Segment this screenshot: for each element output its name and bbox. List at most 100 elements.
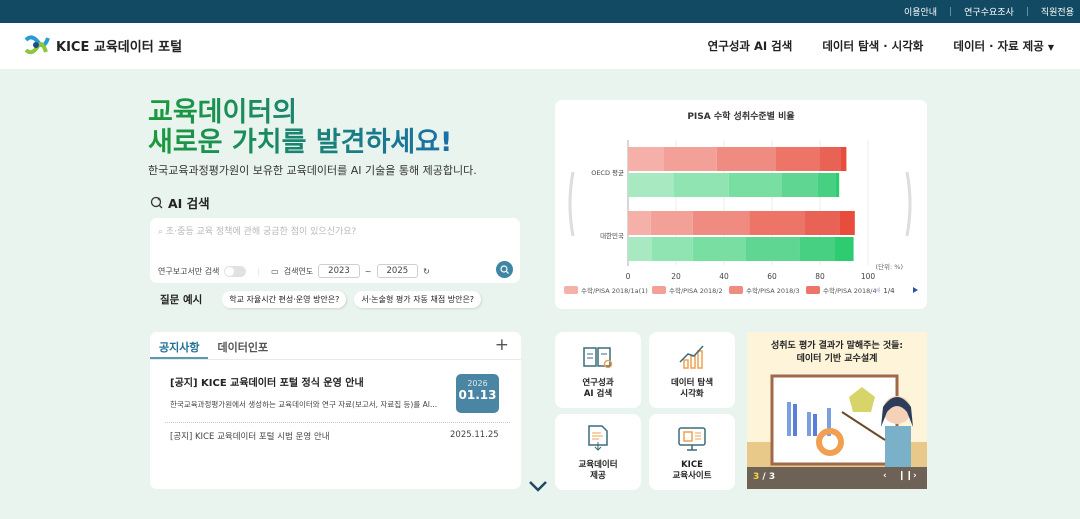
notice-item-title[interactable]: [공지] KICE 교육데이터 포털 시범 운영 안내: [170, 432, 330, 442]
featured-notice-desc: 한국교육과정평가원에서 생성하는 교육데이터와 연구 자료(보고서, 자료집 등…: [170, 400, 438, 409]
ai-search-icon: [150, 196, 163, 209]
hero-line2: 새로운 가치를 발견하세요!: [148, 127, 453, 158]
legend-label: 수학/PISA 2018/4: [823, 286, 877, 295]
link-research-demand[interactable]: 연구수요조사: [964, 8, 1014, 18]
book-search-icon: [583, 347, 613, 369]
bar-segment: [840, 147, 847, 171]
chart-next-icon[interactable]: [905, 171, 912, 237]
legend-label: 수학/PISA 2018/3: [746, 286, 800, 295]
bar-segment: [781, 173, 818, 197]
slide-current: 3: [753, 472, 760, 482]
scroll-down-chevron-icon[interactable]: [528, 480, 548, 492]
bar-segment: [652, 237, 693, 261]
search-icon: [500, 265, 509, 274]
logo-text: KICE 교육데이터 포털: [56, 39, 183, 55]
reset-icon[interactable]: ↻: [423, 266, 430, 276]
legend-swatch: [806, 286, 820, 294]
notice-panel: 공지사항 데이터인포 + [공지] KICE 교육데이터 포털 정식 운영 안내 …: [150, 332, 521, 489]
notice-item-date: 2025.11.25: [450, 430, 499, 440]
chart-growth-icon: [679, 345, 704, 369]
tab-data-info[interactable]: 데이터인포: [217, 341, 269, 354]
divider: [165, 422, 510, 423]
search-input[interactable]: ⌕ 초·중등 교육 정책에 관해 궁금한 점이 있으신가요?: [158, 224, 356, 237]
tile-data-explore[interactable]: 데이터 탐색 시각화: [649, 332, 735, 408]
tile-data-provide[interactable]: 교육데이터 제공: [555, 414, 641, 490]
legend-label: 수학/PISA 2018/1a(1): [581, 286, 648, 295]
bar-segment: [692, 237, 746, 261]
banner-line1: 성취도 평가 결과가 말해주는 것들:: [770, 341, 904, 351]
monitor-icon: [678, 427, 706, 451]
bar-segment: [692, 211, 750, 235]
tile-kice-site[interactable]: KICE 교육사이트: [649, 414, 735, 490]
prev-slide-icon[interactable]: ‹: [883, 471, 887, 481]
bar-segment: [799, 237, 835, 261]
bar-segment: [817, 173, 836, 197]
link-guide[interactable]: 이용안내: [903, 8, 938, 18]
banner-carousel[interactable]: 성취도 평가 결과가 말해주는 것들: 데이터 기반 교수설계 3 / 3 ‹ ❙…: [747, 332, 927, 489]
utility-bar: 이용안내 | 연구수요조사 | 직원전용: [0, 0, 1080, 23]
logo[interactable]: KICE 교육데이터 포털: [22, 32, 182, 58]
x-tick-label: 100: [861, 272, 876, 281]
date-year: 2026: [467, 379, 488, 388]
year-to-input[interactable]: 2025: [376, 264, 419, 278]
bar-segment: [650, 211, 693, 235]
tile-label: 시각화: [680, 389, 704, 399]
featured-notice-date: 2026 01.13: [456, 374, 499, 413]
caret-down-icon: ▼: [1047, 43, 1054, 52]
banner-title: 성취도 평가 결과가 말해주는 것들: 데이터 기반 교수설계: [747, 340, 927, 366]
link-staff[interactable]: 직원전용: [1040, 8, 1074, 18]
chart-card: PISA 수학 성취수준별 비율 0 20 40 60 80 100 OECD 평균 대한민국 (…: [555, 100, 927, 309]
report-only-label: 연구보고서만 검색: [158, 266, 220, 276]
bar-segment: [839, 211, 855, 235]
legend-page: 1/4: [883, 287, 895, 295]
chart-prev-icon[interactable]: [568, 171, 575, 237]
legend-prev-icon[interactable]: [875, 287, 880, 293]
legend-swatch: [564, 286, 578, 294]
slide-counter: 3 / 3: [753, 472, 775, 482]
example-chip[interactable]: 학교 자율시간 편성·운영 방안은?: [222, 291, 347, 308]
x-tick-label: 0: [626, 272, 631, 281]
x-tick-label: 60: [767, 272, 777, 281]
nav-data-provide[interactable]: 데이터 · 자료 제공 ▼: [953, 38, 1054, 54]
nav-ai-search[interactable]: 연구성과 AI 검색: [707, 39, 793, 53]
search-options: 연구보고서만 검색 | ▭ 검색연도 2023 ~ 2025 ↻: [158, 264, 430, 278]
bar-segment: [745, 237, 800, 261]
search-icon: ⌕: [158, 227, 164, 237]
bar-segment: [820, 147, 841, 171]
banner-controls: 3 / 3 ‹ ❙❙ ›: [747, 467, 927, 489]
category-label: OECD 평균: [591, 168, 624, 177]
main-nav: 연구성과 AI 검색 데이터 탐색 · 시각화 데이터 · 자료 제공 ▼: [708, 38, 1054, 54]
divider: |: [1025, 6, 1029, 17]
more-plus-icon[interactable]: +: [494, 335, 509, 355]
tile-label: 데이터 탐색: [670, 378, 714, 388]
featured-notice-title[interactable]: [공지] KICE 교육데이터 포털 정식 운영 안내: [170, 378, 364, 389]
pause-icon[interactable]: ❙❙: [898, 471, 914, 481]
nav-data-explore[interactable]: 데이터 탐색 · 시각화: [822, 39, 924, 53]
example-chip[interactable]: 서·논술형 평가 자동 채점 방안은?: [354, 291, 482, 308]
next-slide-icon[interactable]: ›: [913, 471, 917, 481]
legend-next-icon[interactable]: [913, 287, 918, 293]
legend-swatch: [729, 286, 743, 294]
bar-segment: [835, 173, 840, 197]
slide-total: / 3: [762, 472, 776, 482]
search-submit-button[interactable]: [496, 261, 513, 278]
tile-label: 제공: [590, 471, 606, 481]
question-examples: 질문 예시 학교 자율시간 편성·운영 방안은? 서·논술형 평가 자동 채점 방…: [160, 291, 482, 308]
bar-segment: [628, 173, 674, 197]
hero-line1: 교육데이터의: [148, 97, 298, 128]
divider: |: [257, 266, 261, 276]
tile-label: 교육데이터: [578, 460, 618, 470]
nav-label: 데이터 · 자료 제공: [953, 39, 1044, 53]
tile-ai-search[interactable]: 연구성과 AI 검색: [555, 332, 641, 408]
year-from-input[interactable]: 2023: [318, 264, 360, 278]
examples-label: 질문 예시: [160, 294, 203, 306]
data-download-icon: [588, 425, 608, 451]
report-only-toggle[interactable]: [224, 265, 247, 277]
category-label: 대한민국: [600, 231, 624, 240]
legend-swatch: [652, 286, 666, 294]
ai-search-box: ⌕ 초·중등 교육 정책에 관해 궁금한 점이 있으신가요? 연구보고서만 검색…: [150, 218, 520, 283]
ai-search-title: AI 검색: [168, 196, 210, 211]
tab-notices[interactable]: 공지사항: [150, 332, 209, 359]
x-tick-label: 20: [671, 272, 681, 281]
